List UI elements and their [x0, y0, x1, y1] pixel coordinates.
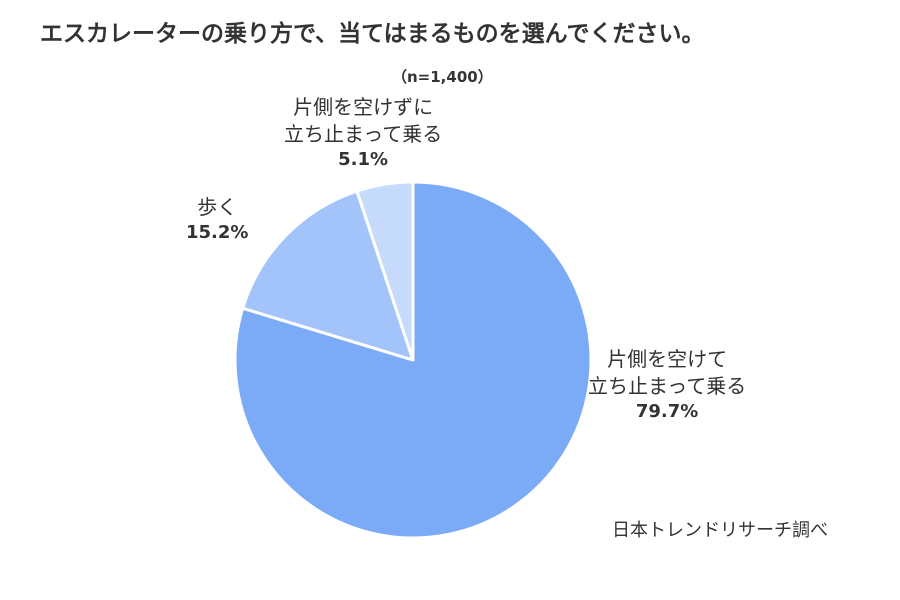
slice-label-walk: 歩く 15.2% [186, 194, 248, 245]
slice-percent: 5.1% [338, 149, 389, 170]
slice-percent: 79.7% [635, 401, 699, 422]
pie-slice-no-gap-standing [355, 180, 415, 362]
slice-label-no-gap-standing: 片側を空けずに 立ち止まって乗る 5.1% [284, 94, 442, 172]
slice-label-line: 立ち止まって乗る [588, 374, 747, 398]
slice-label-line: 立ち止まって乗る [284, 122, 443, 146]
slice-label-left-side-standing: 片側を空けて 立ち止まって乗る 79.7% [588, 346, 746, 424]
source-note: 日本トレンドリサーチ調べ [612, 520, 828, 541]
slice-label-line: 歩く [197, 195, 238, 219]
slice-percent: 15.2% [186, 222, 249, 243]
chart-title: エスカレーターの乗り方で、当てはまるものを選んでください。 [40, 21, 705, 47]
pie-slice-left-side-standing [233, 180, 593, 540]
slice-label-line: 片側を空けて [607, 347, 728, 371]
chart-subtitle: （n=1,400） [392, 68, 493, 86]
slice-label-line: 片側を空けずに [293, 95, 434, 119]
